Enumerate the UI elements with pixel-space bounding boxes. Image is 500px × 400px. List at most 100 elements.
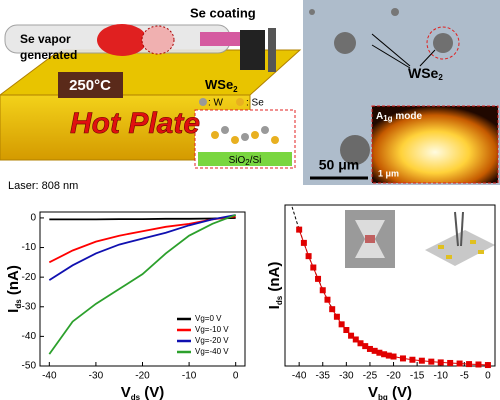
data-line (48, 214, 237, 355)
label: A (376, 111, 383, 122)
data-line (49, 217, 236, 221)
label: Laser: 808 nm (8, 180, 78, 192)
legend-label: Vg=-20 V (195, 336, 229, 345)
data-point (319, 287, 326, 294)
data-point (475, 361, 482, 368)
data-point (338, 321, 345, 328)
data-point (376, 349, 383, 356)
label: mode (393, 111, 423, 122)
x-axis-label: V (368, 384, 378, 400)
data-point (399, 355, 406, 362)
y-axis-label: Ids (nA) (266, 262, 284, 310)
label: 2 (233, 85, 238, 94)
label: 50 μm (319, 157, 359, 173)
label: SiO2/Si (229, 155, 262, 167)
label: 1 μm (378, 168, 399, 178)
x-tick-label: -30 (89, 371, 104, 382)
x-tick-label: -35 (316, 371, 331, 382)
data-point (352, 336, 359, 343)
label: 2 (245, 158, 250, 167)
y-tick-label: 0 (30, 213, 36, 224)
label: /Si (250, 155, 262, 166)
x-axis-label: V (121, 384, 131, 400)
x-axis-label: (V) (388, 384, 412, 400)
data-point (324, 296, 331, 303)
x-tick-label: -15 (410, 371, 425, 382)
data-point (428, 358, 435, 365)
data-point (447, 359, 454, 366)
label: Se vapor (20, 32, 71, 46)
y-axis-label: ds (275, 295, 284, 305)
x-axis-label: (V) (140, 384, 164, 400)
label: Se vapor (20, 32, 71, 46)
x-tick-label: 0 (233, 371, 239, 382)
x-tick-label: -10 (182, 371, 197, 382)
legend-label: Vg=-10 V (195, 325, 229, 334)
label: generated (20, 48, 77, 62)
data-point (456, 360, 463, 367)
y-tick-label: -40 (22, 331, 37, 342)
x-tick-label: -20 (135, 371, 150, 382)
label: SiO (229, 155, 246, 166)
data-point (315, 275, 322, 282)
data-point (362, 343, 369, 350)
label: WSe (205, 77, 233, 92)
data-point (381, 351, 388, 358)
x-axis-label: Vbg (V) (368, 384, 412, 400)
label: generated (20, 48, 77, 62)
y-tick-label: -30 (22, 301, 37, 312)
data-point (305, 253, 312, 260)
data-point (390, 353, 397, 360)
data-point (333, 313, 340, 320)
y-tick-label: -50 (22, 361, 37, 372)
y-axis-label: ds (14, 299, 23, 309)
label: WSe2 (205, 77, 238, 94)
y-tick-label: -10 (22, 242, 37, 253)
label: 2 (438, 73, 443, 82)
label: Se coating (190, 5, 256, 20)
label: WSe (408, 65, 439, 81)
y-tick-label: -20 (22, 272, 37, 283)
device-inset (345, 210, 495, 268)
x-axis-label: Vds (V) (121, 384, 165, 400)
y-axis-label: Ids (nA) (5, 265, 23, 313)
x-tick-label: -5 (460, 371, 469, 382)
data-point (437, 359, 444, 366)
data-point (409, 356, 416, 363)
y-axis-label: (nA) (266, 262, 283, 296)
label: 250°C (69, 77, 111, 94)
label: WSe2 (408, 65, 443, 82)
data-point (418, 357, 425, 364)
data-point (348, 332, 355, 339)
x-tick-label: -25 (363, 371, 378, 382)
legend-label: Vg=-40 V (195, 347, 229, 356)
x-tick-label: -20 (386, 371, 401, 382)
label: : Se (246, 98, 264, 109)
data-point (484, 362, 491, 369)
data-point (310, 264, 317, 271)
data-point (343, 327, 350, 334)
data-point (357, 340, 364, 347)
y-axis-label: I (266, 305, 283, 309)
legend-label: Vg=0 V (195, 314, 222, 323)
x-tick-label: -10 (434, 371, 449, 382)
x-axis-label: ds (131, 393, 141, 400)
y-axis-label: I (5, 309, 22, 313)
label: Hot Plate (70, 107, 200, 140)
micrograph: WSe2 50 μm A1g mode 1 μm (303, 0, 500, 185)
label: 1g (383, 114, 392, 123)
schematic: Se coating Se vapor generated 250°C Hot … (0, 5, 302, 192)
x-tick-label: -40 (42, 371, 57, 382)
data-point (385, 352, 392, 359)
plot-frame (284, 204, 496, 367)
y-axis-label: (nA) (5, 265, 22, 299)
label: A1g mode (376, 111, 422, 123)
x-tick-label: -30 (339, 371, 354, 382)
data-point (329, 306, 336, 313)
data-point (366, 345, 373, 352)
data-point (466, 361, 473, 368)
x-axis-label: bg (378, 393, 388, 400)
data-point (371, 347, 378, 354)
data-line (48, 214, 236, 281)
